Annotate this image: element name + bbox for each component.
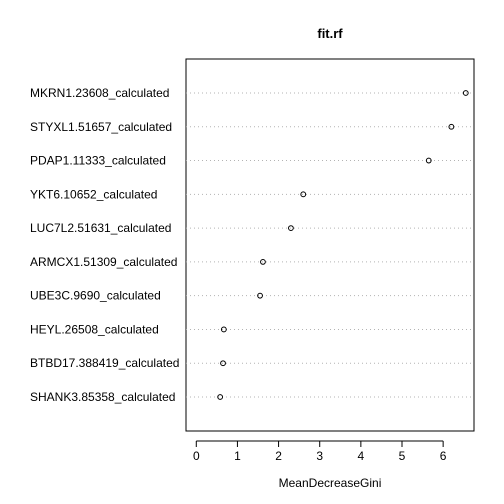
category-label: STYXL1.51657_calculated (30, 120, 172, 134)
category-label: ARMCX1.51309_calculated (30, 255, 177, 269)
x-tick-label: 5 (399, 449, 406, 463)
data-point (300, 191, 307, 198)
category-label: LUC7L2.51631_calculated (30, 221, 171, 235)
x-tick-label: 6 (440, 449, 447, 463)
category-label: YKT6.10652_calculated (30, 187, 157, 201)
category-label: HEYL.26508_calculated (30, 322, 159, 336)
chart-title: fit.rf (317, 26, 343, 41)
category-labels: MKRN1.23608_calculated STYXL1.51657_calcu… (30, 86, 179, 404)
category-label: MKRN1.23608_calculated (30, 86, 169, 100)
category-label: UBE3C.9690_calculated (30, 289, 161, 303)
category-label: SHANK3.85358_calculated (30, 390, 175, 404)
data-point (288, 225, 294, 232)
data-point (425, 157, 432, 164)
x-axis: 0 1 2 3 4 5 6 (193, 440, 447, 463)
data-point (462, 90, 469, 96)
x-tick-label: 0 (193, 449, 200, 463)
x-tick-label: 3 (316, 449, 323, 463)
category-label: BTBD17.388419_calculated (30, 356, 179, 370)
data-point (257, 292, 263, 299)
category-label: PDAP1.11333_calculated (30, 154, 166, 168)
x-tick-label: 1 (234, 449, 241, 463)
data-point (448, 123, 455, 130)
data-points (217, 90, 469, 400)
data-point (260, 258, 266, 265)
plot-frame (185, 58, 475, 432)
data-point (220, 326, 227, 333)
data-point (217, 394, 224, 400)
data-point (220, 360, 226, 367)
x-tick-label: 2 (275, 449, 282, 463)
x-tick-label: 4 (358, 449, 365, 463)
gridlines (186, 92, 474, 398)
x-axis-label: MeanDecreaseGini (279, 476, 382, 490)
